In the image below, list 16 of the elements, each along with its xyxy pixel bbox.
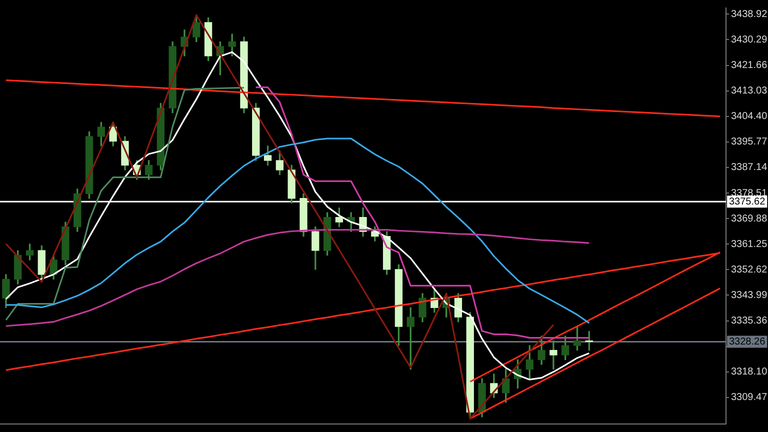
y-tick-label: 3404.40 [731,111,768,122]
y-tick-label: 3309.47 [731,392,768,404]
y-tick-label: 3395.77 [731,136,768,148]
y-tick-label: 3361.25 [731,238,768,250]
y-tick-label: 3352.62 [731,264,768,276]
y-tick-label: 3369.88 [731,213,768,224]
ref-line-label: 3375.62 [729,196,766,208]
y-tick-label: 3413.03 [731,86,768,97]
y-tick-label: 3387.14 [731,162,768,174]
y-tick-label: 3318.10 [731,366,768,378]
y-tick-label: 3438.92 [731,8,768,20]
y-tick-label: 3343.99 [731,290,768,301]
y-tick-label: 3421.66 [731,60,768,72]
ref-line-label: 3328.26 [729,336,766,348]
y-tick-label: 3430.29 [731,34,768,46]
y-tick-label: 3335.36 [731,316,768,327]
